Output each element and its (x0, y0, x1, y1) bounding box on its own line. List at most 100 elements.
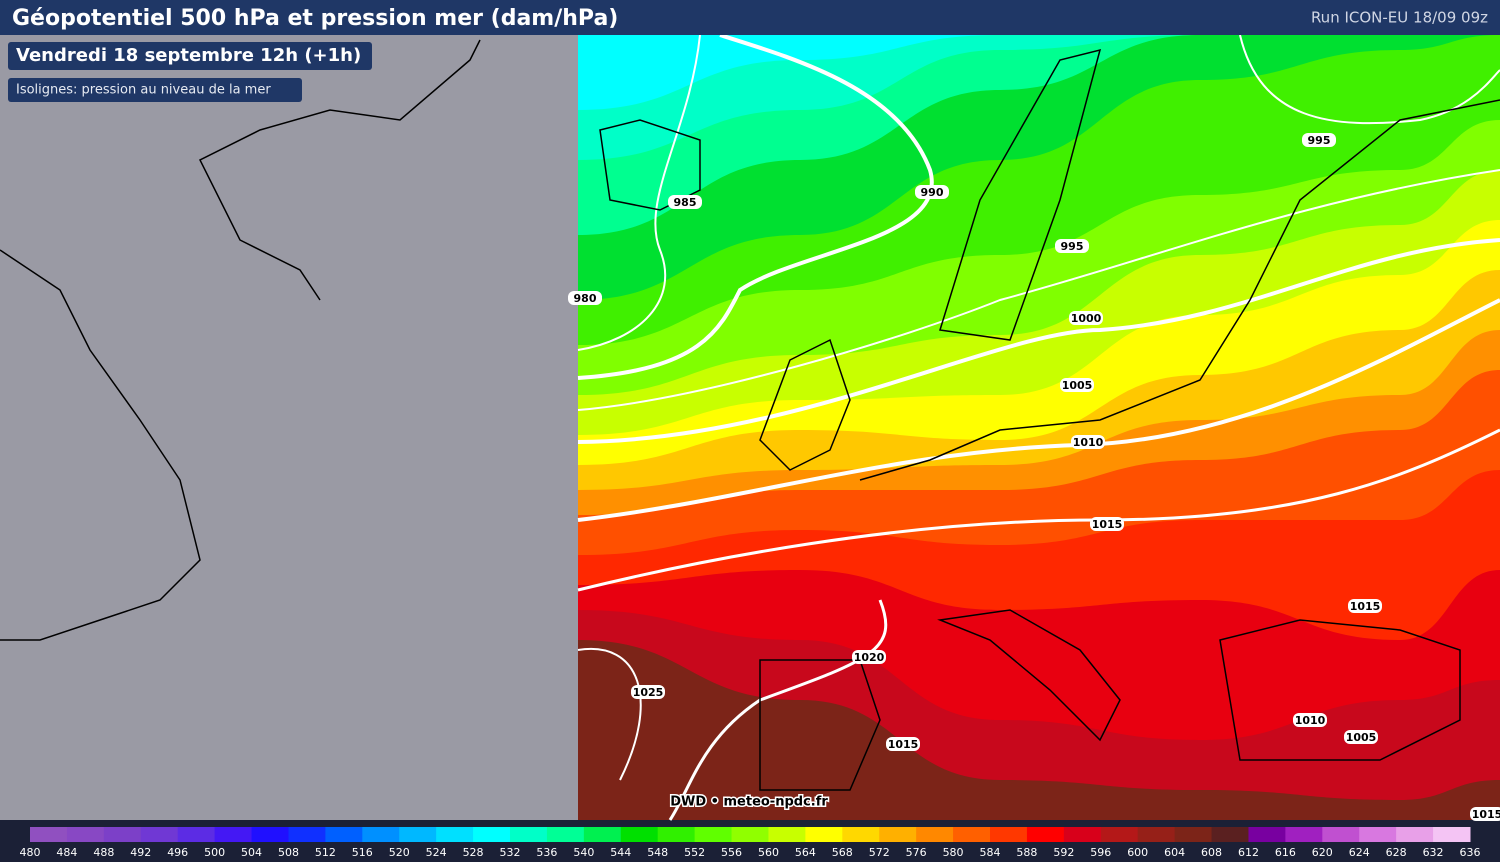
scale-swatch (1137, 827, 1176, 842)
date-badge (8, 42, 372, 70)
coastline (759, 338, 851, 471)
isobar-label-bg (1069, 311, 1103, 325)
isobar-label-bg (1060, 378, 1094, 392)
coastline (599, 119, 701, 211)
scale-label: 568 (832, 846, 853, 859)
scale-swatch (251, 827, 289, 842)
scale-swatch (1174, 827, 1213, 842)
scale-swatch (510, 827, 548, 842)
isobar-labels: 985 990 980 995 995 1000 1005 1010 1015 1015 1020 1… (568, 133, 1500, 821)
scale-swatch (1396, 827, 1434, 842)
isobar-label: 995 (1061, 240, 1084, 253)
scale-swatch (1100, 827, 1139, 842)
scale-swatch (1359, 827, 1397, 842)
scale-swatch (842, 827, 880, 842)
scale-label: 560 (758, 846, 779, 859)
isobar-label-bg (1293, 713, 1327, 727)
scale-label: 592 (1053, 846, 1074, 859)
scale-swatch (399, 827, 437, 842)
scale-label: 484 (56, 846, 77, 859)
isobar-label-bg (568, 291, 602, 305)
scale-label: 572 (869, 846, 890, 859)
isobar-label-bg (668, 195, 702, 209)
isobar-label: 1010 (1073, 436, 1104, 449)
scale-swatch (546, 827, 585, 842)
scale-label: 552 (684, 846, 705, 859)
scale-swatch (288, 827, 326, 842)
isobar-line (1239, 34, 1500, 125)
scale-swatch (66, 827, 105, 842)
scale-label: 540 (573, 846, 594, 859)
scale-label: 576 (906, 846, 927, 859)
scale-label: 524 (426, 846, 447, 859)
scale-label: 636 (1460, 846, 1481, 859)
isobar-line (577, 428, 1500, 592)
run-info: Run ICON-EU 18/09 09z (1311, 9, 1488, 27)
isobar-label: 1005 (1062, 379, 1093, 392)
scale-swatch (694, 827, 733, 842)
scale-label: 556 (721, 846, 742, 859)
scale-label: 508 (278, 846, 299, 859)
isolines-note: Isolignes: pression au niveau de la mer (16, 83, 271, 98)
isobar-label: 1000 (1071, 312, 1102, 325)
scale-label: 532 (500, 846, 521, 859)
scale-label: 504 (241, 846, 262, 859)
scale-swatch (879, 827, 917, 842)
band (578, 35, 1500, 110)
coastline (859, 99, 1500, 481)
isobar-label-bg (1071, 435, 1105, 449)
coastline (939, 48, 1102, 341)
scale-label: 616 (1275, 846, 1296, 859)
isobar-label-bg (1302, 133, 1336, 147)
isobar-label: 980 (574, 292, 597, 305)
scale-swatch (953, 827, 991, 842)
isobar-label-bg (631, 685, 665, 699)
scale-swatch (583, 827, 622, 842)
scale-label: 492 (130, 846, 151, 859)
isolines-badge (8, 78, 302, 102)
isobar-line (577, 33, 934, 380)
scale-label: 496 (167, 846, 188, 859)
scale-label: 624 (1349, 846, 1370, 859)
header-bar (0, 0, 1500, 35)
scale-swatch (768, 827, 806, 842)
isobar-label: 1005 (1346, 731, 1377, 744)
scale-swatch (103, 827, 142, 842)
scale-swatch (1433, 827, 1471, 842)
scale-label: 480 (20, 846, 41, 859)
scale-label: 588 (1016, 846, 1037, 859)
scale-swatch (916, 827, 954, 842)
scale-label: 580 (943, 846, 964, 859)
scale-swatch (731, 827, 769, 842)
scale-label: 620 (1312, 846, 1333, 859)
coastline (198, 39, 481, 301)
isobar-label: 990 (921, 186, 944, 199)
scale-label: 500 (204, 846, 225, 859)
scale-swatch (214, 827, 253, 842)
isobar-label-bg (852, 650, 886, 664)
scale-swatch (657, 827, 696, 842)
scale-swatch (362, 827, 400, 842)
isobar-label-bg (915, 185, 949, 199)
scale-label: 536 (536, 846, 557, 859)
scale-swatch (325, 827, 363, 842)
isobar-line (577, 169, 1500, 411)
isobar-label: 1015 (1350, 600, 1381, 613)
scale-swatch (1211, 827, 1249, 842)
scale-label: 516 (352, 846, 373, 859)
scale-label: 600 (1127, 846, 1148, 859)
out-of-domain (0, 35, 578, 820)
coastline (759, 659, 881, 791)
scale-label: 544 (610, 846, 631, 859)
scale-swatch (1248, 827, 1286, 842)
color-scale: 480 484 488 492 496 500 504 508 512 516 520 524 528 5… (20, 827, 1481, 859)
isobar-label: 1025 (633, 686, 664, 699)
scale-label: 596 (1090, 846, 1111, 859)
isobar-label-bg (1090, 517, 1124, 531)
scale-swatch (1063, 827, 1102, 842)
coastline (937, 609, 1121, 742)
isobar-line (577, 647, 642, 781)
scale-label: 604 (1164, 846, 1185, 859)
scale-swatch (1285, 827, 1323, 842)
